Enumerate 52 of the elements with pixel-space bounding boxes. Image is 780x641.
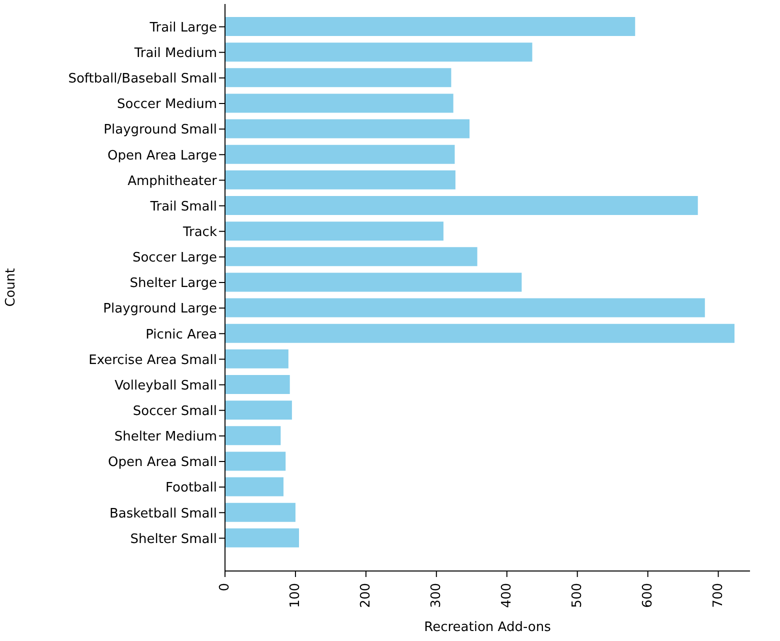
y-tick-label: Soccer Small bbox=[132, 404, 217, 419]
y-tick-label: Shelter Large bbox=[130, 276, 217, 292]
y-tick-label: Soccer Medium bbox=[117, 97, 217, 112]
bar bbox=[225, 68, 452, 88]
bar bbox=[225, 170, 456, 190]
x-tick-label: 500 bbox=[570, 583, 585, 608]
y-tick-label: Shelter Medium bbox=[114, 430, 217, 445]
bar bbox=[225, 144, 455, 164]
bar bbox=[225, 247, 478, 266]
y-tick-label: Picnic Area bbox=[146, 327, 217, 342]
y-tick-label: Playground Small bbox=[104, 122, 217, 138]
x-tick-label: 100 bbox=[288, 583, 303, 608]
bar bbox=[225, 196, 698, 215]
y-tick-label: Softball/Baseball Small bbox=[68, 72, 217, 87]
bar bbox=[225, 298, 705, 318]
bar bbox=[225, 324, 734, 343]
bar bbox=[225, 452, 286, 471]
bar bbox=[225, 94, 454, 113]
bar bbox=[225, 42, 532, 62]
bar bbox=[225, 119, 470, 138]
y-tick-label: Trail Large bbox=[148, 20, 217, 36]
y-tick-label: Open Area Large bbox=[108, 148, 217, 164]
y-tick-label: Basketball Small bbox=[110, 506, 217, 522]
y-axis-title: Count bbox=[4, 268, 19, 307]
y-tick-label: Shelter Small bbox=[130, 532, 217, 547]
x-tick-label: 200 bbox=[358, 583, 374, 608]
y-tick-label: Trail Small bbox=[149, 199, 217, 214]
bar bbox=[225, 502, 296, 522]
y-tick-label: Soccer Large bbox=[132, 250, 217, 266]
y-tick-label: Volleyball Small bbox=[114, 378, 217, 394]
bar bbox=[225, 272, 522, 292]
bar bbox=[225, 426, 281, 446]
bar bbox=[225, 349, 288, 368]
y-tick-label: Football bbox=[166, 480, 217, 496]
x-tick-label: 700 bbox=[710, 583, 726, 608]
x-tick-label: 300 bbox=[428, 583, 444, 608]
y-tick-label: Trail Medium bbox=[133, 46, 217, 61]
y-tick-label: Amphitheater bbox=[128, 174, 218, 189]
y-tick-label: Track bbox=[182, 224, 218, 240]
bar bbox=[225, 375, 290, 394]
x-tick-label: 400 bbox=[499, 583, 514, 608]
x-tick-label: 600 bbox=[640, 583, 656, 608]
bar bbox=[225, 222, 444, 241]
bar bbox=[225, 477, 284, 496]
y-tick-label: Playground Large bbox=[103, 302, 217, 317]
y-tick-label: Exercise Area Small bbox=[88, 352, 217, 368]
x-tick-label: 0 bbox=[218, 583, 232, 592]
bar bbox=[225, 528, 299, 548]
bar bbox=[225, 400, 292, 420]
bar bbox=[225, 17, 636, 36]
y-tick-label: Open Area Small bbox=[108, 455, 217, 470]
x-axis-title: Recreation Add-ons bbox=[424, 620, 552, 635]
